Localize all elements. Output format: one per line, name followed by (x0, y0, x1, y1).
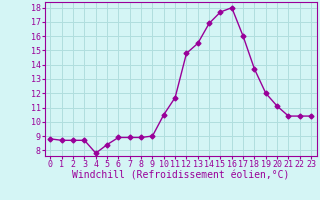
X-axis label: Windchill (Refroidissement éolien,°C): Windchill (Refroidissement éolien,°C) (72, 171, 290, 181)
